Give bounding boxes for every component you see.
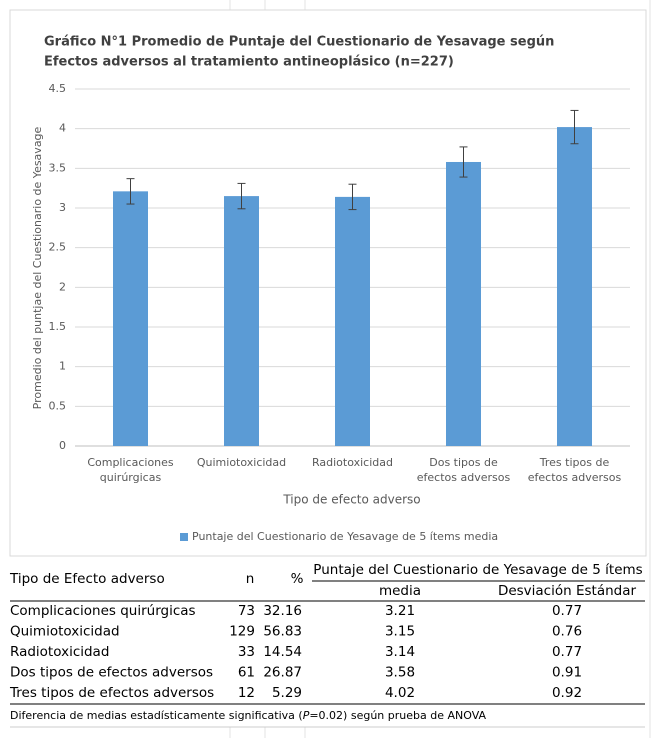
footnote-part: =0.02) según prueba de ANOVA xyxy=(309,709,486,722)
label-line: Radiotoxicidad xyxy=(312,456,393,469)
legend-label: Puntaje del Cuestionario de Yesavage de … xyxy=(192,530,498,543)
table-subheader: media xyxy=(379,583,421,599)
sheet-grid xyxy=(229,0,651,738)
bar xyxy=(446,161,481,446)
chart-title: Gráfico N°1 Promedio de Puntaje del Cues… xyxy=(44,35,554,50)
label-line: efectos adversos xyxy=(528,471,622,484)
label-line: Quimiotoxicidad xyxy=(197,456,286,469)
table-header: % xyxy=(291,571,304,587)
y-tick-label: 2 xyxy=(59,280,66,293)
table-cell: 12 xyxy=(238,685,255,701)
table-cell: 26.87 xyxy=(263,665,302,681)
table-subheader: Desviación Estándar xyxy=(498,583,637,599)
footnote: Diferencia de medias estadísticamente si… xyxy=(10,709,487,722)
table-cell: Complicaciones quirúrgicas xyxy=(10,603,196,619)
x-tick-label: Tres tipos de efectos adversos xyxy=(528,456,622,484)
group-header: Puntaje del Cuestionario de Yesavage de … xyxy=(313,562,642,578)
bar xyxy=(113,191,148,446)
table-cell: 0.92 xyxy=(552,685,582,701)
error-bar xyxy=(570,109,579,145)
bar xyxy=(224,196,259,446)
error-bar xyxy=(237,182,246,210)
table-cell: 5.29 xyxy=(272,685,302,701)
y-axis-title: Promedio del puntjae del Cuestionario de… xyxy=(31,126,44,409)
legend-swatch xyxy=(180,533,188,541)
table-cell: 73 xyxy=(238,603,255,619)
label-line: Dos tipos de xyxy=(429,456,498,469)
bar xyxy=(335,196,370,446)
table-cell: 0.77 xyxy=(552,603,582,619)
table-cell: 3.58 xyxy=(385,665,415,681)
table-cell: 56.83 xyxy=(263,624,302,640)
y-tick-label: 3.5 xyxy=(49,161,67,174)
error-bar xyxy=(126,178,135,205)
table-cell: 3.14 xyxy=(385,644,415,660)
table-cell: Quimiotoxicidad xyxy=(10,624,120,640)
label-line: Complicaciones xyxy=(87,456,174,469)
y-tick-label: 1.5 xyxy=(49,320,67,333)
table-cell: 4.02 xyxy=(385,685,415,701)
x-tick-label: Complicaciones quirúrgicas xyxy=(87,456,174,484)
table-cell: 33 xyxy=(238,644,255,660)
bar xyxy=(557,127,592,446)
label-line: quirúrgicas xyxy=(100,471,162,484)
x-tick-label: Dos tipos de efectos adversos xyxy=(417,456,511,484)
y-tick-label: 4 xyxy=(59,122,66,135)
table-cell: 32.16 xyxy=(263,603,302,619)
y-tick-label: 0.5 xyxy=(49,399,67,412)
chart-title: Efectos adversos al tratamiento antineop… xyxy=(44,55,454,70)
y-tick-label: 2.5 xyxy=(49,241,67,254)
x-tick-label: Radiotoxicidad xyxy=(312,456,393,469)
table-header: n xyxy=(246,571,255,587)
table-cell: 0.77 xyxy=(552,644,582,660)
label-line: efectos adversos xyxy=(417,471,511,484)
table: Puntaje del Cuestionario de Yesavage de … xyxy=(9,562,645,728)
table-cell: 3.21 xyxy=(385,603,415,619)
table-cell: 14.54 xyxy=(263,644,302,660)
label-line: Tres tipos de xyxy=(539,456,610,469)
y-tick-label: 1 xyxy=(59,360,66,373)
x-tick-label: Quimiotoxicidad xyxy=(197,456,286,469)
footnote-part: P xyxy=(303,709,310,722)
error-bar xyxy=(348,183,357,211)
error-bar xyxy=(459,146,468,178)
y-tick-label: 3 xyxy=(59,201,66,214)
footnote-part: Diferencia de medias estadísticamente si… xyxy=(10,709,303,722)
table-cell: 0.91 xyxy=(552,665,582,681)
table-cell: 3.15 xyxy=(385,624,415,640)
table-cell: Dos tipos de efectos adversos xyxy=(10,665,213,681)
table-cell: 61 xyxy=(238,665,255,681)
y-tick-label: 0 xyxy=(59,439,66,452)
table-header: Tipo de Efecto adverso xyxy=(9,571,165,587)
y-tick-label: 4.5 xyxy=(49,82,67,95)
table-cell: 0.76 xyxy=(552,624,582,640)
table-cell: 129 xyxy=(229,624,255,640)
table-cell: Tres tipos de efectos adversos xyxy=(9,685,214,701)
table-cell: Radiotoxicidad xyxy=(10,644,109,660)
x-axis-title: Tipo de efecto adverso xyxy=(282,493,420,507)
chart-area xyxy=(9,9,647,557)
